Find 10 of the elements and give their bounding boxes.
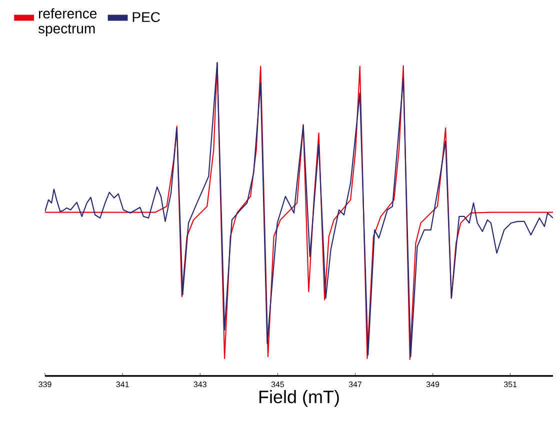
legend-label: reference spectrum xyxy=(38,8,97,36)
x-tick-label: 341 xyxy=(116,382,129,388)
x-tick-label: 345 xyxy=(271,382,284,388)
x-tick-label: 343 xyxy=(194,382,206,388)
legend-label: PEC xyxy=(132,12,160,22)
x-tick-label: 351 xyxy=(504,382,517,388)
x-tick-label: 347 xyxy=(348,382,362,388)
x-axis-title: Field (mT) xyxy=(259,390,339,407)
x-tick-label: 339 xyxy=(38,382,52,388)
x-tick-label: 349 xyxy=(426,382,440,388)
